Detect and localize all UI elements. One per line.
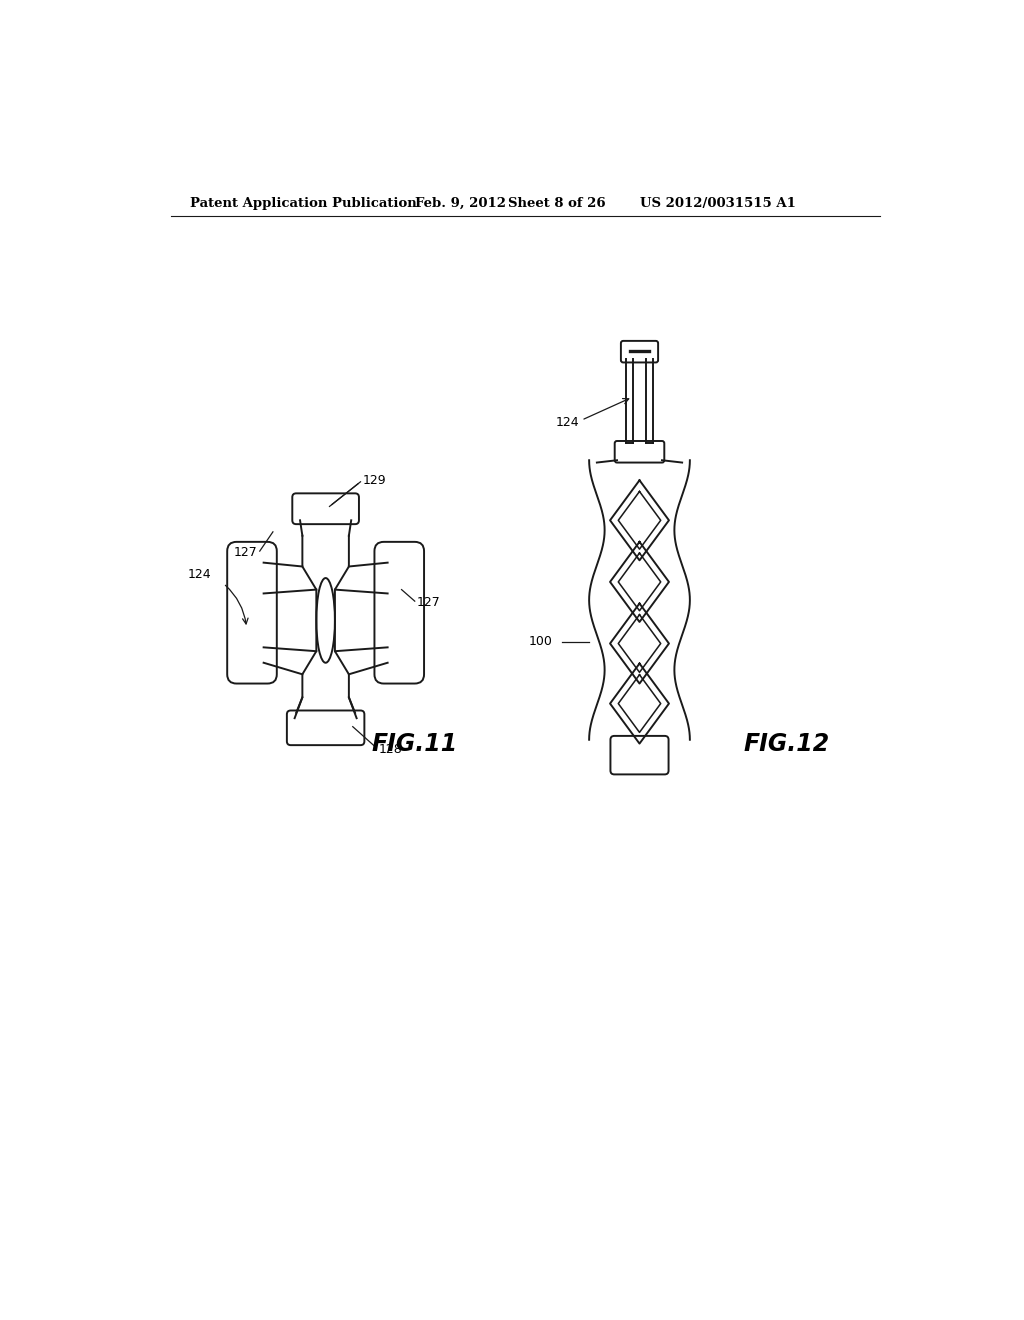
Text: 128: 128: [378, 743, 402, 756]
Text: FIG.12: FIG.12: [743, 731, 829, 755]
Text: US 2012/0031515 A1: US 2012/0031515 A1: [640, 197, 796, 210]
Text: 127: 127: [233, 546, 257, 560]
Text: 129: 129: [362, 474, 386, 487]
Text: 124: 124: [187, 568, 211, 581]
Text: 100: 100: [528, 635, 553, 648]
Text: 124: 124: [556, 416, 580, 429]
Text: 127: 127: [417, 597, 440, 610]
Text: Patent Application Publication: Patent Application Publication: [190, 197, 417, 210]
Text: FIG.11: FIG.11: [372, 731, 458, 755]
Text: Feb. 9, 2012: Feb. 9, 2012: [415, 197, 506, 210]
Text: Sheet 8 of 26: Sheet 8 of 26: [508, 197, 605, 210]
